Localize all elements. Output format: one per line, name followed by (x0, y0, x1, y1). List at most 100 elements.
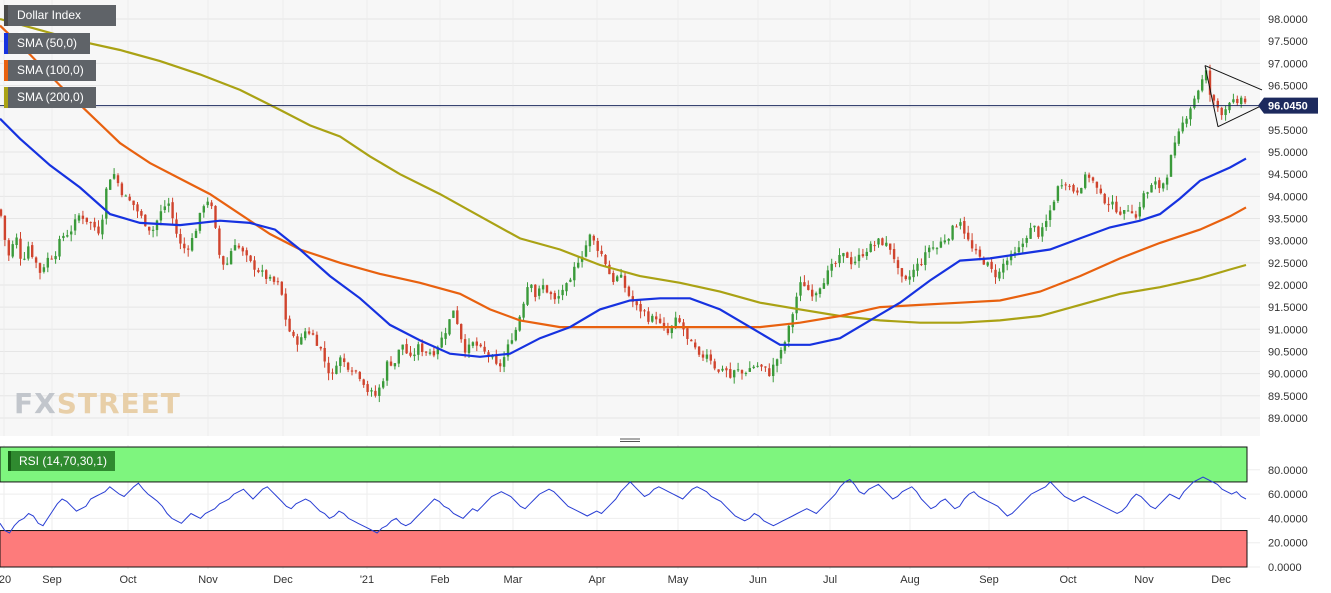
candle-body (23, 258, 26, 260)
candle-body (311, 333, 315, 335)
candle-body (729, 369, 732, 378)
pane-resize-handle[interactable] (620, 438, 640, 442)
candle-body (783, 342, 787, 351)
candle-body (694, 342, 697, 348)
candle-body (834, 262, 837, 264)
candle-body (768, 368, 771, 377)
candle-body (541, 285, 545, 290)
candle-body (842, 253, 845, 257)
candle-body (639, 304, 642, 312)
candle-body (1095, 181, 1099, 188)
time-tick-label: Apr (588, 574, 605, 586)
candle-body (736, 369, 740, 371)
candle-body (1193, 98, 1196, 108)
candle-body (1158, 180, 1161, 189)
candle-body (900, 268, 904, 277)
candle-body (226, 263, 229, 265)
legend-sma-50[interactable]: SMA (50,0) (4, 33, 90, 54)
price-tick-label: 91.5000 (1268, 302, 1308, 314)
candle-body (323, 347, 326, 362)
legend-swatch (4, 33, 8, 54)
candle-body (179, 234, 182, 244)
last-price-value: 96.0450 (1268, 101, 1308, 113)
rsi-oversold-zone (0, 530, 1248, 568)
candle-body (1243, 98, 1247, 103)
candle-body (553, 293, 556, 300)
candle-body (1220, 107, 1223, 116)
time-tick-label: Nov (1134, 574, 1154, 586)
candle-body (787, 325, 790, 342)
candle-body (105, 188, 108, 219)
candle-body (935, 248, 939, 250)
candle-body (861, 254, 865, 257)
candle-body (97, 226, 100, 234)
legend-rsi[interactable]: RSI (14,70,30,1) (8, 451, 116, 471)
candle-body (623, 275, 627, 288)
candle-body (304, 331, 307, 339)
candle-body (795, 296, 798, 314)
candle-body (163, 206, 166, 211)
candle-body (1138, 206, 1141, 217)
candle-body (647, 311, 650, 322)
candle-body (686, 328, 689, 339)
candle-body (1189, 108, 1192, 120)
candle-body (467, 344, 471, 354)
candle-body (370, 390, 373, 392)
candle-body (522, 303, 525, 318)
candle-body (557, 296, 560, 299)
candle-body (510, 340, 514, 344)
candle-body (1185, 118, 1188, 124)
candle-body (643, 310, 646, 312)
time-tick-label: Oct (1059, 574, 1076, 586)
legend-sma-200[interactable]: SMA (200,0) (4, 87, 96, 108)
candle-body (155, 220, 159, 231)
candle-body (58, 238, 61, 257)
candle-body (491, 356, 494, 358)
candle-body (229, 251, 233, 265)
candle-body (1162, 183, 1165, 189)
candle-body (1130, 211, 1134, 214)
candle-body (15, 237, 18, 246)
candle-body (853, 261, 857, 264)
candle-body (487, 352, 490, 356)
candle-body (132, 200, 135, 206)
candle-body (350, 370, 354, 372)
sma-100-line (0, 24, 1247, 329)
candle-body (42, 267, 46, 272)
sma-50-line (0, 117, 1247, 358)
candle-body (928, 247, 931, 253)
candle-body (1099, 188, 1102, 194)
candle-body (596, 240, 599, 251)
legend-swatch (4, 87, 8, 108)
candle-body (608, 264, 611, 275)
candle-body (1087, 174, 1091, 178)
candle-body (896, 260, 900, 268)
candle-body (1236, 98, 1239, 104)
legend-swatch (4, 5, 8, 26)
candle-body (343, 358, 346, 363)
candle-body (460, 324, 463, 340)
candle-body (1150, 185, 1153, 193)
time-tick-label: Jun (749, 574, 767, 586)
candle-body (580, 256, 584, 262)
legend-sma-100[interactable]: SMA (100,0) (4, 60, 96, 81)
time-tick-label: Feb (431, 574, 450, 586)
candle-body (721, 368, 724, 371)
candle-body (955, 226, 958, 228)
candle-body (658, 318, 662, 323)
candle-body (0, 209, 3, 216)
candle-body (772, 364, 775, 377)
candle-body (947, 239, 950, 241)
candle-body (701, 354, 705, 358)
candle-body (538, 288, 541, 296)
candle-body (850, 257, 853, 265)
candle-body (280, 281, 283, 295)
candle-body (331, 372, 334, 374)
candle-body (963, 221, 966, 234)
candle-body (775, 359, 779, 366)
candle-body (385, 361, 389, 381)
legend-dollar-index[interactable]: Dollar Index Spot (4, 5, 116, 43)
candle-body (440, 337, 443, 348)
time-tick-label: Dec (273, 574, 293, 586)
